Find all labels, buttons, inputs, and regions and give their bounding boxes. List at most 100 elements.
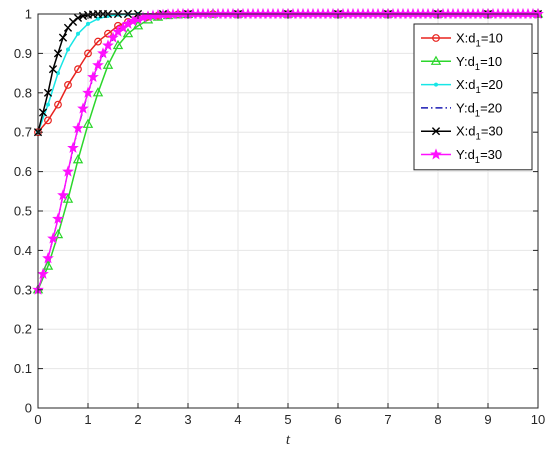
series-5-point: [53, 49, 63, 58]
x-tick-label: 10: [531, 412, 545, 427]
legend-label: Y:d1=10: [456, 54, 502, 73]
legend-box: [413, 23, 533, 171]
series-2-point: [82, 118, 94, 128]
series-3-point: [96, 16, 101, 21]
series-1-point: [94, 37, 102, 46]
legend-entry: Y:d1=30: [421, 147, 502, 166]
y-tick-label: 0.1: [14, 361, 32, 376]
legend-entry: X:d1=20: [421, 77, 503, 96]
series-5-point: [48, 65, 58, 74]
legend: X:d1=10Y:d1=10X:d1=20Y:d1=20X:d1=30Y:d1=…: [413, 23, 533, 171]
x-tick-label: 9: [484, 412, 491, 427]
series-6-point: [77, 102, 89, 114]
legend-label-sub: 1: [476, 85, 481, 96]
series-6-point: [97, 47, 109, 59]
x-axis-label: t: [286, 432, 291, 448]
x-tick-label: 4: [234, 412, 241, 427]
series-6-point: [67, 141, 79, 153]
legend-entry: X:d1=10: [421, 31, 503, 50]
legend-label-main: Y:d: [456, 100, 475, 115]
legend-label-main: Y:d: [456, 147, 475, 162]
series-1-point: [84, 49, 92, 58]
series-1-point: [64, 81, 72, 89]
legend-label-sub: 1: [475, 62, 480, 73]
series-2-point: [72, 154, 84, 164]
legend-label: Y:d1=20: [456, 100, 502, 119]
series-1-point: [44, 116, 52, 125]
series-1-point: [74, 65, 82, 74]
legend-label: X:d1=20: [456, 77, 503, 96]
series-6-point: [52, 212, 64, 224]
y-tick-labels: 0 0.1 0.2 0.3 0.4 0.5 0.6 0.7 0.8 0.9 1: [14, 7, 32, 416]
series-1-point: [54, 100, 62, 109]
x-tick-labels: 0 1 2 3 4 5 6 7 8 9 10: [34, 412, 545, 427]
x-tick-label: 1: [84, 412, 91, 427]
series-5-point: [73, 13, 83, 23]
series-2-point: [122, 27, 134, 38]
y-tick-label: 1: [25, 7, 32, 22]
series-5-point: [43, 88, 53, 97]
legend-marker: [430, 55, 442, 65]
series-3-point: [76, 31, 81, 36]
x-tick-label: 2: [134, 412, 141, 427]
legend-label-main: Y:d: [456, 54, 475, 69]
series-3-point: [56, 71, 61, 76]
legend-label-tail: =10: [480, 54, 502, 69]
series-6-point: [47, 232, 59, 244]
series-6-point: [102, 39, 114, 51]
legend-label-tail: =30: [481, 124, 503, 139]
series-2-point: [52, 228, 64, 239]
legend-marker: [431, 127, 441, 136]
legend-label: X:d1=30: [456, 124, 503, 143]
y-tick-label: 0.2: [14, 322, 32, 337]
legend-label-sub: 1: [476, 39, 481, 50]
legend-marker: [430, 148, 442, 160]
legend-label-tail: =20: [481, 77, 503, 92]
series-2-point: [92, 87, 104, 97]
y-tick-label: 0.8: [14, 85, 32, 100]
legend-label-sub: 1: [475, 108, 480, 119]
y-tick-label: 0.7: [14, 125, 32, 140]
legend-label-tail: =10: [481, 31, 503, 46]
x-tick-label: 5: [284, 412, 291, 427]
series-2-point: [42, 260, 54, 270]
legend-marker: [433, 82, 438, 87]
legend-label: X:d1=10: [456, 31, 503, 50]
legend-marker: [432, 34, 440, 42]
series-3-point: [86, 21, 91, 26]
x-tick-label: 3: [184, 412, 191, 427]
series-2-point: [112, 39, 124, 50]
y-tick-label: 0.6: [14, 164, 32, 179]
series-3-point: [66, 47, 71, 52]
series-6-point: [62, 165, 74, 177]
y-tick-label: 0.9: [14, 46, 32, 61]
series-6-point: [57, 189, 69, 201]
series-6-point: [87, 70, 99, 83]
series-6-point: [92, 59, 104, 71]
y-tick-label: 0.4: [14, 243, 32, 258]
legend-label: Y:d1=30: [456, 147, 502, 166]
legend-label-sub: 1: [475, 155, 480, 166]
axis-ticks: [37, 13, 539, 409]
legend-entry: Y:d1=20: [421, 100, 502, 119]
series-5-point: [68, 17, 78, 26]
legend-entry: X:d1=30: [421, 124, 503, 143]
series-6-point: [72, 122, 84, 134]
x-tick-label: 7: [384, 412, 391, 427]
series-2-point: [102, 59, 114, 69]
legend-label-sub: 1: [476, 132, 481, 143]
series-1-point: [104, 29, 112, 38]
x-tick-label: 6: [334, 412, 341, 427]
legend-label-main: X:d: [456, 77, 476, 92]
legend-label-main: X:d: [456, 124, 476, 139]
x-tick-label: 8: [434, 412, 441, 427]
series-6-point: [37, 267, 49, 280]
series-3-point: [46, 102, 51, 107]
series-6-point: [107, 31, 119, 43]
y-tick-label: 0.5: [14, 204, 32, 219]
legend-label-tail: =30: [480, 147, 502, 162]
series-6-point: [82, 86, 94, 98]
y-tick-label: 0: [25, 401, 32, 416]
legend-label-tail: =20: [480, 100, 502, 115]
